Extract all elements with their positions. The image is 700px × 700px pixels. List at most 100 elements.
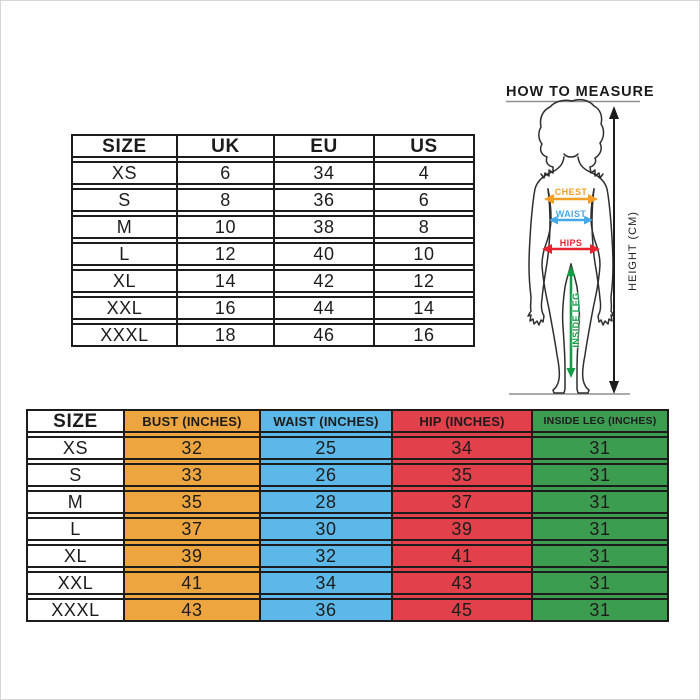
header-cell: US <box>375 134 473 158</box>
data-cell: 35 <box>393 463 531 487</box>
data-cell: 34 <box>275 161 373 185</box>
data-cell: 14 <box>178 269 273 293</box>
data-cell: 6 <box>178 161 273 185</box>
chest-arrow <box>544 194 598 204</box>
data-cell: 39 <box>393 517 531 541</box>
data-cell: 32 <box>125 436 259 460</box>
data-cell: 8 <box>375 215 473 239</box>
hips-label: HIPS <box>559 238 583 248</box>
data-cell: S <box>73 188 176 212</box>
data-cell: XL <box>73 269 176 293</box>
header-cell: SIZE <box>73 134 176 158</box>
conversion-column-eu: EU 34 36 38 40 42 44 46 <box>273 134 373 347</box>
data-cell: XL <box>28 544 123 568</box>
data-cell: 12 <box>375 269 473 293</box>
data-cell: 16 <box>375 323 473 347</box>
measurements-column-waist: WAIST (INCHES) 25 26 28 30 32 34 36 <box>259 409 391 622</box>
measurements-column-bust: BUST (INCHES) 32 33 35 37 39 41 43 <box>123 409 259 622</box>
waist-arrow <box>549 215 593 225</box>
right-arm-outline <box>577 156 615 326</box>
header-cell: UK <box>178 134 273 158</box>
data-cell: 36 <box>275 188 373 212</box>
data-cell: 8 <box>178 188 273 212</box>
hair-tips-left <box>540 166 554 179</box>
size-conversion-table: SIZE XS S M L XL XXL XXXL UK 6 8 10 12 1… <box>71 134 475 347</box>
conversion-column-us: US 4 6 8 10 12 14 16 <box>373 134 475 347</box>
data-cell: 44 <box>275 296 373 320</box>
measurements-column-size: SIZE XS S M L XL XXL XXXL <box>26 409 123 622</box>
header-cell: WAIST (INCHES) <box>261 409 391 433</box>
torso-left-leg-outline <box>541 188 572 394</box>
data-cell: 43 <box>125 598 259 622</box>
data-cell: 31 <box>533 490 667 514</box>
data-cell: 31 <box>533 463 667 487</box>
data-cell: M <box>28 490 123 514</box>
data-cell: 45 <box>393 598 531 622</box>
data-cell: XXL <box>73 296 176 320</box>
waist-label: WAIST <box>555 209 587 219</box>
header-cell: BUST (INCHES) <box>125 409 259 433</box>
measurements-column-inside-leg: INSIDE LEG (INCHES) 31 31 31 31 31 31 31 <box>531 409 669 622</box>
height-cm-label: HEIGHT (CM) <box>627 211 639 291</box>
body-measurement-figure: CHEST WAIST HIPS INSIDE LEG HEIGHT (CM) <box>506 97 651 409</box>
height-arrow <box>609 106 619 394</box>
data-cell: XS <box>73 161 176 185</box>
data-cell: 37 <box>125 517 259 541</box>
body-figure-illustration <box>506 98 640 395</box>
chin-line <box>563 153 579 158</box>
measurements-column-hip: HIP (INCHES) 34 35 37 39 41 43 45 <box>391 409 531 622</box>
data-cell: 38 <box>275 215 373 239</box>
data-cell: 18 <box>178 323 273 347</box>
data-cell: 31 <box>533 571 667 595</box>
inside-leg-label: INSIDE LEG <box>571 292 581 348</box>
header-cell: EU <box>275 134 373 158</box>
data-cell: L <box>28 517 123 541</box>
data-cell: 31 <box>533 544 667 568</box>
data-cell: 39 <box>125 544 259 568</box>
conversion-column-size: SIZE XS S M L XL XXL XXXL <box>71 134 176 347</box>
data-cell: XS <box>28 436 123 460</box>
data-cell: 34 <box>261 571 391 595</box>
data-cell: 4 <box>375 161 473 185</box>
data-cell: L <box>73 242 176 266</box>
data-cell: 42 <box>275 269 373 293</box>
data-cell: 41 <box>125 571 259 595</box>
data-cell: 35 <box>125 490 259 514</box>
data-cell: 25 <box>261 436 391 460</box>
header-cell: INSIDE LEG (INCHES) <box>533 409 667 433</box>
data-cell: 26 <box>261 463 391 487</box>
left-arm-outline <box>527 156 565 326</box>
data-cell: 43 <box>393 571 531 595</box>
data-cell: 6 <box>375 188 473 212</box>
header-cell: SIZE <box>28 409 123 433</box>
data-cell: 31 <box>533 436 667 460</box>
data-cell: M <box>73 215 176 239</box>
body-outline <box>527 98 615 394</box>
data-cell: 46 <box>275 323 373 347</box>
data-cell: S <box>28 463 123 487</box>
data-cell: 36 <box>261 598 391 622</box>
chest-label: CHEST <box>554 187 588 197</box>
data-cell: 34 <box>393 436 531 460</box>
data-cell: 41 <box>393 544 531 568</box>
data-cell: 10 <box>375 242 473 266</box>
inside-leg-arrow <box>566 266 576 378</box>
data-cell: 12 <box>178 242 273 266</box>
data-cell: 16 <box>178 296 273 320</box>
data-cell: XXXL <box>28 598 123 622</box>
conversion-column-uk: UK 6 8 10 12 14 16 18 <box>176 134 273 347</box>
hips-arrow <box>542 244 600 254</box>
how-to-measure-title: HOW TO MEASURE <box>506 84 655 100</box>
hair-outline <box>538 98 605 168</box>
header-cell: HIP (INCHES) <box>393 409 531 433</box>
measurements-table: SIZE XS S M L XL XXL XXXL BUST (INCHES) … <box>26 409 669 622</box>
data-cell: 31 <box>533 598 667 622</box>
data-cell: 40 <box>275 242 373 266</box>
data-cell: XXL <box>28 571 123 595</box>
data-cell: 32 <box>261 544 391 568</box>
data-cell: XXXL <box>73 323 176 347</box>
torso-right-leg-outline <box>570 188 601 394</box>
data-cell: 10 <box>178 215 273 239</box>
data-cell: 33 <box>125 463 259 487</box>
